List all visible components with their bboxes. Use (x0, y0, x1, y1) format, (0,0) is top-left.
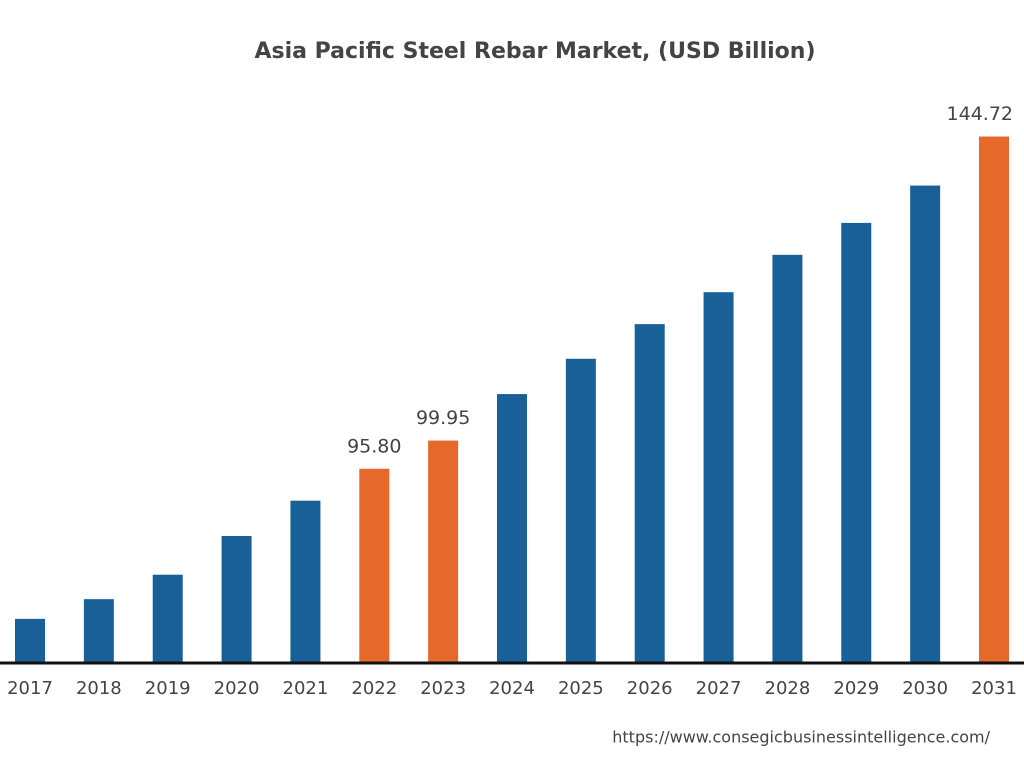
bar (772, 254, 803, 663)
x-tick-label: 2023 (420, 678, 466, 699)
source-url[interactable]: https://www.consegicbusinessintelligence… (612, 728, 990, 747)
bar (359, 468, 390, 663)
value-label: 99.95 (416, 407, 470, 429)
bar (634, 324, 665, 663)
bar (497, 394, 527, 663)
x-tick-label: 2019 (145, 678, 191, 699)
x-tick-label: 2021 (283, 678, 329, 699)
x-tick-label: 2022 (351, 678, 397, 699)
x-tick-label: 2027 (696, 678, 742, 699)
bar (221, 536, 252, 663)
chart-title: Asia Pacific Steel Rebar Market, (USD Bi… (254, 39, 815, 64)
bar (910, 185, 941, 664)
bar (15, 618, 45, 663)
value-label: 95.80 (347, 435, 401, 457)
x-tick-label: 2030 (902, 678, 948, 699)
x-tick-label: 2029 (833, 678, 879, 699)
bar (979, 136, 1009, 663)
x-tick-label: 2017 (7, 678, 53, 699)
bar (841, 222, 872, 664)
bar (83, 599, 114, 663)
bar (565, 358, 596, 663)
value-label: 144.72 (947, 103, 1013, 125)
bar (290, 500, 321, 663)
bar (428, 440, 459, 663)
x-tick-label: 2025 (558, 678, 604, 699)
x-tick-label: 2020 (214, 678, 260, 699)
bar (152, 574, 183, 663)
bar (703, 292, 734, 663)
x-tick-label: 2026 (627, 678, 673, 699)
x-tick-label: 2028 (765, 678, 811, 699)
x-tick-label: 2018 (76, 678, 122, 699)
x-tick-label: 2031 (971, 678, 1017, 699)
x-tick-label: 2024 (489, 678, 535, 699)
